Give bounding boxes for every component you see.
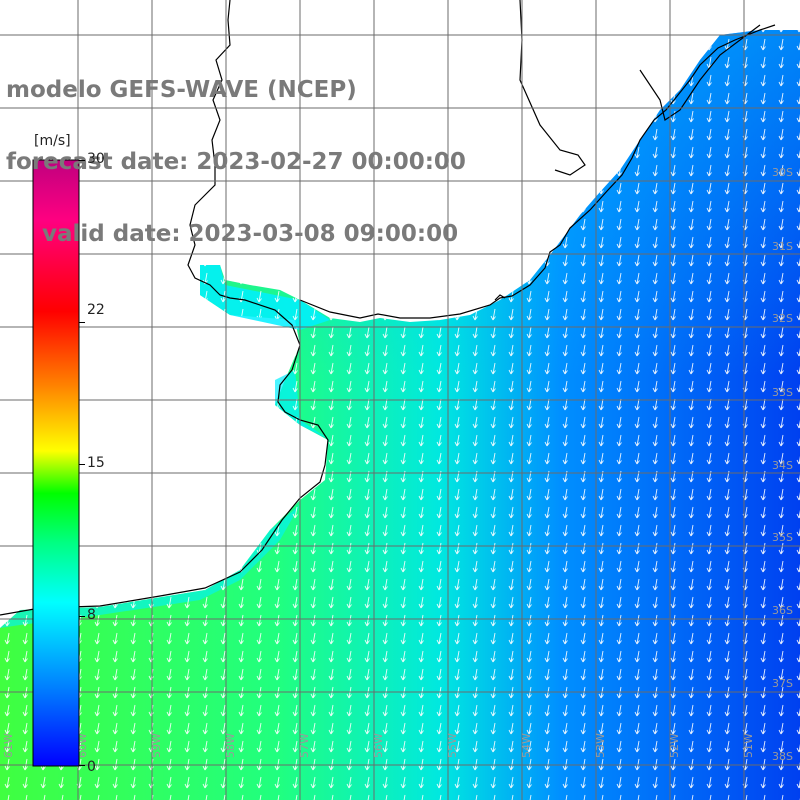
- lon-label: 59W: [150, 733, 163, 758]
- colorbar-tick-label: 30: [87, 151, 105, 167]
- coastline: [0, 0, 776, 616]
- colorbar-tickmark: [79, 160, 85, 161]
- lat-label: 30S: [772, 166, 793, 179]
- lat-label: 34S: [772, 459, 793, 472]
- lat-label: 32S: [772, 312, 793, 325]
- lat-label: 33S: [772, 386, 793, 399]
- title-model: modelo GEFS-WAVE (NCEP): [6, 77, 357, 103]
- title-valid-date: valid date: 2023-03-08 09:00:00: [42, 221, 459, 247]
- lon-label: 54W: [520, 733, 533, 758]
- title-forecast-date: forecast date: 2023-02-27 00:00:00: [6, 149, 466, 175]
- lon-label: 55W: [446, 733, 459, 758]
- lon-label: 53W: [594, 733, 607, 758]
- lon-label: 52W: [668, 733, 681, 758]
- lat-label: 31S: [772, 240, 793, 253]
- lat-label: 38S: [772, 750, 793, 763]
- lon-label: 51W: [742, 733, 755, 758]
- colorbar-tick-label: 15: [87, 455, 105, 471]
- colorbar-tickmark: [79, 765, 85, 766]
- lon-label: 58W: [224, 733, 237, 758]
- lat-label: 35S: [772, 531, 793, 544]
- map-title: modelo GEFS-WAVE (NCEP) forecast date: 2…: [6, 30, 466, 270]
- colorbar-tick-label: 8: [87, 607, 96, 623]
- lat-labels: 30S 31S 32S 33S 34S 35S 36S 37S 38S: [772, 166, 793, 763]
- lon-label: 56W: [372, 733, 385, 758]
- lon-labels: 61W 60W 59W 58W 57W 56W 55W 54W 53W 52W …: [2, 733, 755, 758]
- colorbar-tickmark: [79, 616, 85, 617]
- lat-label: 37S: [772, 677, 793, 690]
- colorbar-tickmark: [79, 464, 85, 465]
- colorbar-tick-label: 22: [87, 302, 105, 318]
- colorbar-unit: [m/s]: [34, 133, 71, 149]
- colorbar: [32, 159, 80, 767]
- ocean-field: [0, 30, 800, 800]
- colorbar-tick-label: 0: [87, 759, 96, 775]
- lat-label: 36S: [772, 604, 793, 617]
- lon-label: 61W: [2, 733, 15, 758]
- colorbar-tickmark: [79, 322, 85, 323]
- lon-label: 57W: [298, 733, 311, 758]
